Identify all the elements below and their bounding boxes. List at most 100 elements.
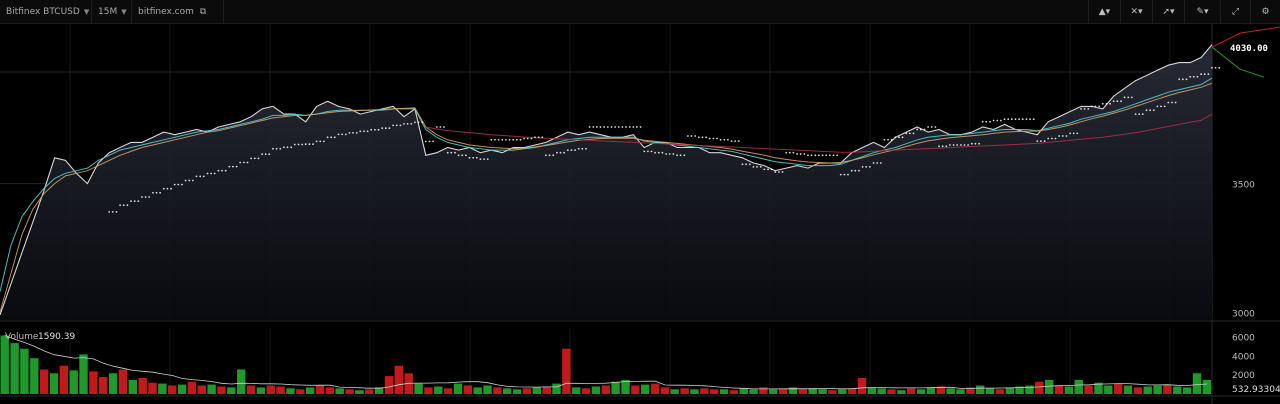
sar-dot: [224, 169, 227, 172]
site-link[interactable]: bitfinex.com ⧉: [132, 0, 224, 24]
chart-type-button[interactable]: ▲▾: [1088, 0, 1120, 24]
sar-dot: [694, 135, 697, 137]
volume-bar: [670, 389, 679, 394]
volume-bar: [118, 369, 128, 394]
sar-dot: [344, 133, 347, 136]
drawing-tools-button[interactable]: ✎▾: [1184, 0, 1220, 24]
sar-dot: [217, 169, 220, 172]
sar-dot: [1051, 137, 1053, 140]
volume-bar: [650, 383, 660, 394]
sar-dot: [683, 154, 686, 157]
volume-legend-value: 1590.39: [38, 332, 75, 342]
sar-dot: [272, 147, 274, 150]
volume-bar: [217, 386, 226, 394]
sar-dot: [818, 154, 820, 157]
volume-bar: [887, 389, 896, 394]
sar-dot: [967, 144, 969, 146]
volume-bar: [956, 389, 965, 394]
sar-dot: [661, 151, 664, 154]
sar-dot: [617, 126, 620, 128]
sar-dot: [399, 124, 402, 127]
sar-dot: [1098, 105, 1101, 108]
sar-dot: [410, 123, 413, 125]
sar-dot: [293, 143, 296, 146]
settings-button[interactable]: ⚙: [1250, 0, 1280, 24]
sar-dot: [159, 191, 162, 194]
sar-dot: [577, 147, 580, 150]
volume-bar: [572, 387, 581, 394]
indicators-button[interactable]: ✕▾: [1120, 0, 1152, 24]
sar-dot: [705, 136, 707, 139]
volume-bar: [1114, 383, 1123, 394]
sar-dot: [523, 137, 525, 140]
volume-bar: [788, 387, 798, 394]
sar-dot: [144, 196, 147, 198]
sar-dot: [301, 143, 303, 146]
projection-line-up: [1211, 26, 1280, 48]
sar-dot: [261, 153, 263, 156]
sar-dot: [949, 144, 951, 146]
volume-bar: [680, 388, 689, 394]
sar-dot: [483, 158, 485, 161]
sar-dot: [253, 157, 256, 160]
sar-dot: [905, 132, 908, 135]
volume-bar: [769, 389, 778, 394]
sar-dot: [505, 138, 507, 141]
sar-dot: [763, 168, 766, 171]
sar-dot: [421, 121, 424, 124]
sar-dot: [828, 154, 831, 157]
volume-bar: [1104, 385, 1113, 394]
sar-dot: [315, 140, 318, 143]
interval-selector[interactable]: 15M ▼: [92, 0, 132, 24]
sar-dot: [155, 191, 158, 194]
volume-bar: [739, 388, 748, 394]
volume-bar: [562, 348, 571, 394]
sar-dot: [927, 126, 929, 128]
sar-dot: [1171, 101, 1173, 104]
sar-dot: [366, 130, 369, 133]
volume-bar: [394, 365, 403, 394]
sar-dot: [526, 137, 529, 140]
sar-dot: [297, 143, 300, 146]
volume-bar: [207, 384, 216, 394]
sar-dot: [865, 166, 868, 168]
sar-dot: [319, 140, 322, 143]
sar-dot: [632, 126, 635, 128]
sar-dot: [970, 142, 973, 145]
sar-dot: [788, 151, 791, 154]
volume-bar: [1054, 385, 1064, 394]
sar-dot: [974, 142, 977, 145]
volume-bar: [30, 358, 39, 394]
sar-dot: [1025, 118, 1028, 121]
sar-dot: [1163, 105, 1166, 108]
indicators-icon: ✕▾: [1130, 7, 1143, 17]
sar-dot: [930, 126, 933, 128]
sar-dot: [588, 126, 591, 128]
volume-bar: [227, 387, 236, 394]
sar-dot: [246, 161, 249, 164]
sar-dot: [712, 137, 715, 140]
volume-bar: [256, 387, 266, 394]
sar-dot: [956, 144, 959, 146]
sar-dot: [508, 138, 511, 141]
price-chart[interactable]: 3000 3500 4030.00 6000 4000 2000 532.93304 Volu…: [0, 24, 1280, 404]
sar-dot: [1211, 66, 1213, 69]
sar-dot: [537, 136, 540, 139]
sar-dot: [130, 200, 132, 203]
sar-dot: [1112, 100, 1115, 103]
volume-bar: [315, 385, 325, 394]
sar-dot: [785, 151, 788, 154]
fullscreen-button[interactable]: ⤢: [1220, 0, 1250, 24]
sar-dot: [563, 151, 565, 154]
sar-dot: [326, 136, 329, 139]
compare-button[interactable]: ➚▾: [1152, 0, 1184, 24]
symbol-selector[interactable]: Bitfinex BTCUSD ▼: [0, 0, 92, 24]
volume-bar: [1192, 373, 1202, 394]
sar-dot: [417, 121, 420, 124]
volume-ma-line: [4, 335, 1208, 390]
sar-dot: [825, 154, 828, 157]
volume-bar: [1015, 386, 1024, 394]
sar-dot: [472, 156, 475, 159]
sar-dot: [468, 156, 471, 159]
volume-bar: [503, 388, 512, 394]
